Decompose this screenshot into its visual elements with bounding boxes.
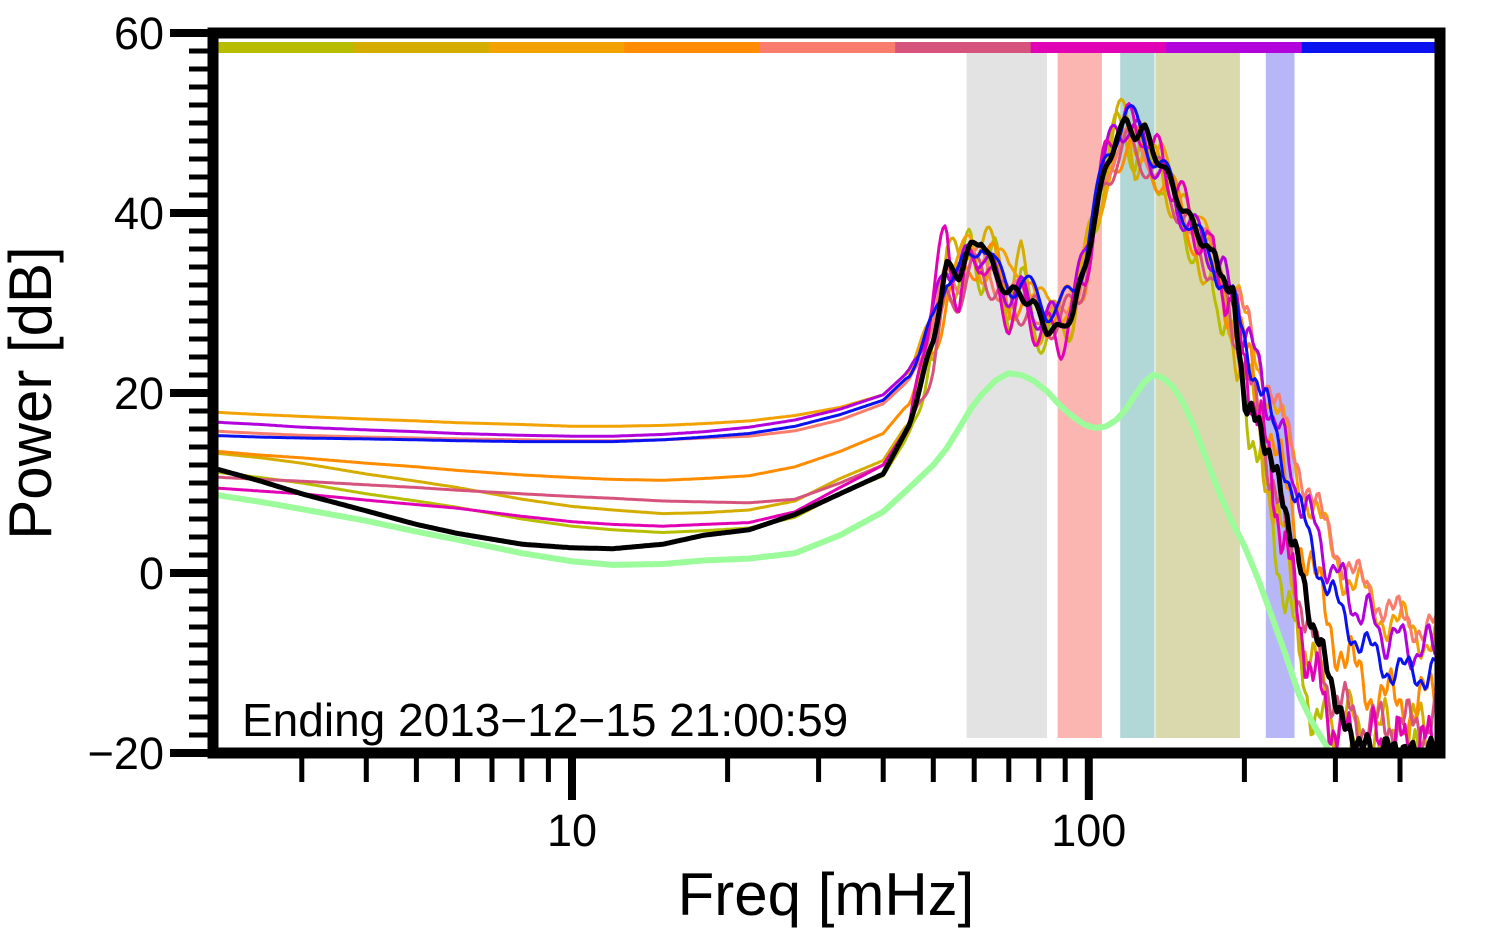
khaki-band: [1155, 53, 1240, 738]
epoch-colorbar-segment: [895, 42, 1032, 53]
curve-pale-green-reference: [213, 370, 1336, 757]
axis-ticks: [170, 29, 1403, 800]
y-tick-label: 0: [139, 548, 164, 599]
curve-epoch-6-rose: [213, 128, 1440, 750]
x-tick-label: 100: [1051, 805, 1126, 856]
epoch-colorbar-segment: [218, 42, 354, 53]
spectra-curves: [213, 97, 1440, 757]
y-tick-label: −20: [88, 728, 164, 779]
y-axis-title: Power [dB]: [0, 246, 64, 540]
y-tick-label: 60: [114, 8, 164, 59]
curve-black-mean-spectrum: [213, 115, 1440, 757]
epoch-colorbar-segment: [759, 42, 896, 53]
epoch-colorbar-segment: [1301, 42, 1438, 53]
y-tick-label: 40: [114, 188, 164, 239]
curve-epoch-4-orange: [213, 125, 1440, 738]
y-tick-label: 20: [114, 368, 164, 419]
epoch-colorbar: [218, 42, 1438, 53]
epoch-colorbar-segment: [488, 42, 625, 53]
pink-band: [1057, 53, 1102, 738]
curve-epoch-2-gold: [213, 97, 1440, 757]
ending-timestamp-annotation: Ending 2013−12−15 21:00:59: [242, 694, 849, 746]
epoch-colorbar-segment: [1166, 42, 1302, 53]
epoch-colorbar-segment: [624, 42, 761, 53]
epoch-colorbar-segment: [1030, 42, 1167, 53]
x-axis-title: Freq [mHz]: [677, 861, 975, 928]
epoch-colorbar-segment: [353, 42, 490, 53]
x-tick-label: 10: [547, 805, 597, 856]
axis-tick-labels: −20 0 20 40 60 10 100: [88, 8, 1127, 856]
